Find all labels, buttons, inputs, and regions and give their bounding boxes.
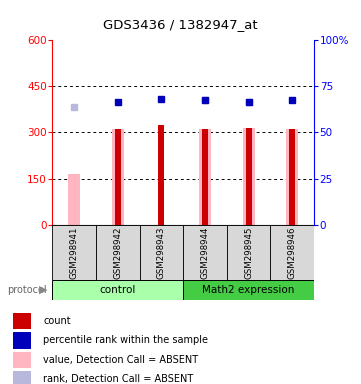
- Bar: [286, 129, 298, 225]
- Text: control: control: [100, 285, 136, 295]
- Text: GSM298942: GSM298942: [113, 226, 122, 279]
- Text: rank, Detection Call = ABSENT: rank, Detection Call = ABSENT: [43, 374, 193, 384]
- Bar: [115, 129, 121, 225]
- Text: protocol: protocol: [7, 285, 47, 295]
- Text: GSM298943: GSM298943: [157, 226, 166, 279]
- Bar: [52, 225, 96, 280]
- Bar: [183, 225, 227, 280]
- Bar: [13, 352, 31, 368]
- Text: GSM298946: GSM298946: [288, 226, 297, 279]
- Text: GSM298941: GSM298941: [70, 226, 79, 279]
- Bar: [183, 280, 314, 300]
- Bar: [243, 128, 255, 225]
- Bar: [202, 129, 208, 225]
- Text: percentile rank within the sample: percentile rank within the sample: [43, 336, 208, 346]
- Text: GSM298944: GSM298944: [200, 226, 209, 279]
- Bar: [199, 129, 211, 225]
- Text: Math2 expression: Math2 expression: [203, 285, 295, 295]
- Bar: [245, 128, 252, 225]
- Text: GSM298945: GSM298945: [244, 226, 253, 279]
- Bar: [96, 225, 140, 280]
- Bar: [227, 225, 270, 280]
- Text: value, Detection Call = ABSENT: value, Detection Call = ABSENT: [43, 355, 199, 365]
- Bar: [13, 333, 31, 349]
- Bar: [289, 129, 295, 225]
- Bar: [68, 174, 80, 225]
- Bar: [112, 129, 124, 225]
- Bar: [270, 225, 314, 280]
- Bar: [52, 280, 183, 300]
- Bar: [13, 371, 31, 384]
- Text: ▶: ▶: [39, 285, 48, 295]
- Text: GDS3436 / 1382947_at: GDS3436 / 1382947_at: [103, 18, 258, 31]
- Bar: [13, 313, 31, 329]
- Text: count: count: [43, 316, 71, 326]
- Bar: [158, 125, 165, 225]
- Bar: [140, 225, 183, 280]
